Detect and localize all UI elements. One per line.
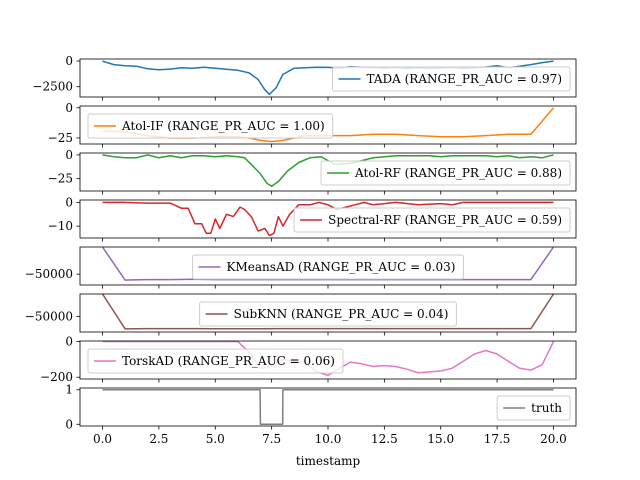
y-tick-label: 0: [65, 148, 73, 162]
x-tick-label: 17.5: [484, 432, 511, 446]
series-line-atol-rf: [102, 154, 554, 188]
panel-spectral-rf: 0 −10 Spectral-RF (RANGE_PR_AUC = 0.59): [48, 195, 577, 242]
legend-tada: TADA (RANGE_PR_AUC = 0.97): [332, 66, 571, 92]
series-line-subknn: [101, 293, 555, 330]
legend-label: Atol-IF (RANGE_PR_AUC = 1.00): [121, 119, 325, 133]
legend-atol-rf: Atol-RF (RANGE_PR_AUC = 0.88): [320, 160, 571, 186]
x-tick-label: 2.5: [149, 432, 168, 446]
legend-label: Atol-RF (RANGE_PR_AUC = 0.88): [354, 166, 562, 180]
x-tick-label: 7.5: [262, 432, 281, 446]
series-line-truth: [102, 388, 554, 426]
panel-torskad: 0 −200 TorskAD (RANGE_PR_AUC = 0.06): [40, 335, 577, 384]
legend-label: TADA (RANGE_PR_AUC = 0.97): [367, 72, 563, 86]
panel-subknn: −50000 SubKNN (RANGE_PR_AUC = 0.04): [25, 293, 577, 336]
series-line-kmeansad: [101, 246, 555, 281]
x-tick-label: 15.0: [427, 432, 454, 446]
y-tick-label: −50000: [25, 309, 73, 323]
legend-spectral-rf: Spectral-RF (RANGE_PR_AUC = 0.59): [293, 207, 571, 233]
y-tick-label: −200: [40, 370, 73, 384]
x-tick-label: 10.0: [315, 432, 342, 446]
y-tick-label: 0: [65, 417, 73, 431]
legend-label: SubKNN (RANGE_PR_AUC = 0.04): [234, 307, 449, 321]
x-tick-label: 0.0: [93, 432, 112, 446]
y-tick-label: 0: [65, 335, 73, 349]
legend-subknn: SubKNN (RANGE_PR_AUC = 0.04): [199, 301, 457, 327]
y-tick-label: −50000: [25, 267, 73, 281]
panel-atol-rf: 0 −25 Atol-RF (RANGE_PR_AUC = 0.88): [48, 148, 577, 195]
legend-box: [496, 395, 571, 421]
legend-torskad: TorskAD (RANGE_PR_AUC = 0.06): [87, 348, 344, 374]
y-tick-label: −10: [48, 219, 73, 233]
legend-label: Spectral-RF (RANGE_PR_AUC = 0.59): [328, 213, 562, 227]
panel-truth: 1 0 0.0 2.5 5.0 7.5 10.0 12.5 15.0 17.5 20.0 truth: [65, 383, 577, 446]
legend-truth: truth: [496, 395, 571, 421]
y-tick-label: −25: [48, 172, 73, 186]
x-axis-label: timestamp: [296, 454, 361, 468]
legend-box: [87, 113, 334, 139]
y-tick-label: 0: [65, 54, 73, 68]
y-tick-label: 0: [65, 195, 73, 209]
legend-kmeansad: KMeansAD (RANGE_PR_AUC = 0.03): [192, 254, 464, 280]
y-tick-label: 0: [65, 101, 73, 115]
legend-box: [320, 160, 571, 186]
panel-kmeansad: −50000 KMeansAD (RANGE_PR_AUC = 0.03): [25, 246, 577, 289]
legend-box: [87, 348, 344, 374]
series-line-torskad: [102, 340, 555, 377]
y-tick-label: 1: [65, 383, 73, 397]
legend-atol-if: Atol-IF (RANGE_PR_AUC = 1.00): [87, 113, 334, 139]
legend-label: truth: [531, 401, 562, 415]
legend-box: [192, 254, 464, 280]
legend-box: [332, 66, 571, 92]
panel-tada: 0 −2500 TADA (RANGE_PR_AUC = 0.97): [32, 54, 577, 101]
y-tick-label: −25: [48, 131, 73, 145]
x-tick-label: 12.5: [371, 432, 398, 446]
panel-atol-if: 0 −25 Atol-IF (RANGE_PR_AUC = 1.00): [48, 101, 577, 148]
series-line-spectral-rf: [102, 201, 554, 237]
legend-label: KMeansAD (RANGE_PR_AUC = 0.03): [227, 260, 456, 274]
x-tick-label: 5.0: [206, 432, 225, 446]
legend-label: TorskAD (RANGE_PR_AUC = 0.06): [122, 354, 335, 368]
x-tick-label: 20.0: [540, 432, 567, 446]
legend-box: [199, 301, 457, 327]
y-tick-label: −2500: [32, 80, 73, 94]
legend-box: [293, 207, 571, 233]
